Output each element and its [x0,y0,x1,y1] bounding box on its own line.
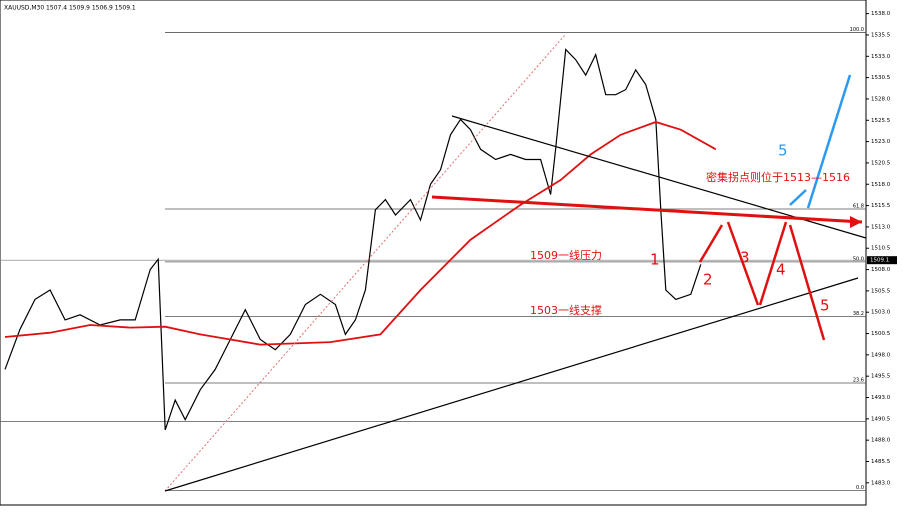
arrow [788,224,826,341]
neckline [431,195,863,224]
fib-diagonal [164,34,566,492]
fib-label: 23.6 [853,378,864,384]
y-tick-label: 1528.0 [871,96,891,102]
price-box [867,256,897,265]
arrow [726,221,760,306]
annotation: 密集拐点则位于1513—1516 [706,170,850,184]
wave-label: 4 [776,261,786,279]
wave-label: 2 [703,271,713,289]
wave-label: 3 [740,249,750,267]
arrow [789,189,807,206]
fib-label: 61.8 [853,203,864,209]
wave-label: 5 [778,142,788,160]
forecast-arrows [698,221,826,341]
current-price: 1509.1 [870,258,889,264]
support-trendline [164,277,859,492]
wave-label: 1 [650,251,660,269]
y-tick-label: 1495.5 [871,374,891,380]
y-tick-label: 1500.5 [871,331,891,337]
y-tick-label: 1498.0 [871,352,891,358]
fib-label: 0.0 [856,485,864,491]
y-tick-label: 1510.5 [871,246,891,252]
moving-average [4,121,717,346]
y-tick-label: 1490.5 [871,416,891,422]
wave-label: 5 [820,297,830,315]
y-tick-label: 1513.0 [871,224,891,230]
annotation: 1503一线支撑 [530,303,602,317]
y-tick-label: 1508.0 [871,267,891,273]
y-tick-label: 1538.0 [871,11,891,17]
y-tick-label: 1483.0 [871,480,891,486]
y-tick-label: 1520.5 [871,160,891,166]
arrow [698,224,724,263]
y-tick-label: 1503.0 [871,310,891,316]
y-tick-label: 1493.0 [871,395,891,401]
plot-frame [0,0,867,506]
y-tick-label: 1505.5 [871,288,891,294]
bullish-arrows [789,74,852,209]
y-tick-label: 1525.5 [871,118,891,124]
y-tick-label: 1535.5 [871,32,891,38]
y-tick-label: 1488.0 [871,438,891,444]
price-line [4,48,702,431]
y-tick-label: 1523.0 [871,139,891,145]
y-tick-label: 1530.5 [871,75,891,81]
y-tick-label: 1533.0 [871,54,891,60]
arrow [758,221,788,306]
annotation: 1509一线压力 [530,248,602,262]
fib-label: 50.0 [853,256,864,262]
y-tick-label: 1515.5 [871,203,891,209]
arrow-head [850,216,862,228]
y-tick-label: 1518.0 [871,182,891,188]
y-tick-label: 1485.5 [871,459,891,465]
symbol-header: XAUUSD,M30 1507.4 1509.9 1506.9 1509.1 [4,5,136,12]
arrow [806,74,852,209]
fib-label: 100.0 [850,27,864,33]
fib-label: 38.2 [853,311,864,317]
